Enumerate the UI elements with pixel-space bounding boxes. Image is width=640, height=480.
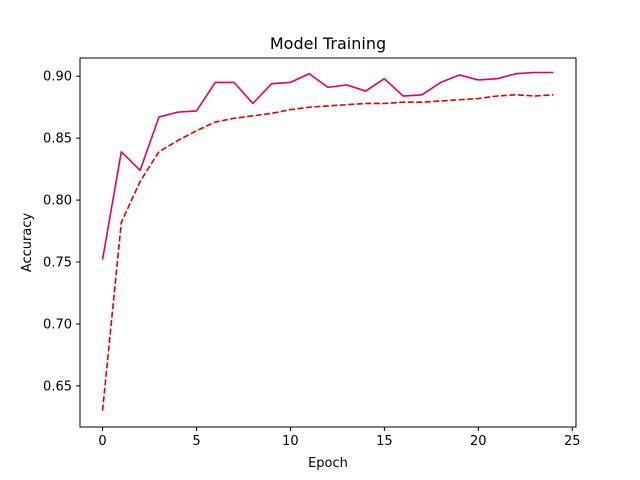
x-tick-label: 25 <box>564 434 581 449</box>
y-axis-label: Accuracy <box>20 213 35 273</box>
x-tick-label: 5 <box>192 434 200 449</box>
plot-area <box>101 71 554 411</box>
series-line-2 <box>101 93 554 411</box>
chart-title: Model Training <box>270 34 386 53</box>
plot-frame <box>79 57 577 428</box>
x-tick-label: 20 <box>470 434 487 449</box>
y-axis: 0.65 0.70 0.75 0.80 0.85 0.90 <box>43 70 80 394</box>
y-tick-label: 0.80 <box>43 194 72 209</box>
y-tick-label: 0.65 <box>43 379 72 394</box>
y-tick-label: 0.85 <box>43 132 72 147</box>
x-axis: 0 5 10 15 20 25 <box>98 427 581 449</box>
x-tick-label: 0 <box>98 434 106 449</box>
y-tick-label: 0.75 <box>43 256 72 271</box>
y-tick-label: 0.90 <box>43 70 72 85</box>
series-line-1 <box>101 71 554 260</box>
y-tick-label: 0.70 <box>43 317 72 332</box>
x-axis-label: Epoch <box>308 456 348 471</box>
x-tick-label: 10 <box>282 434 299 449</box>
x-tick-label: 15 <box>376 434 393 449</box>
